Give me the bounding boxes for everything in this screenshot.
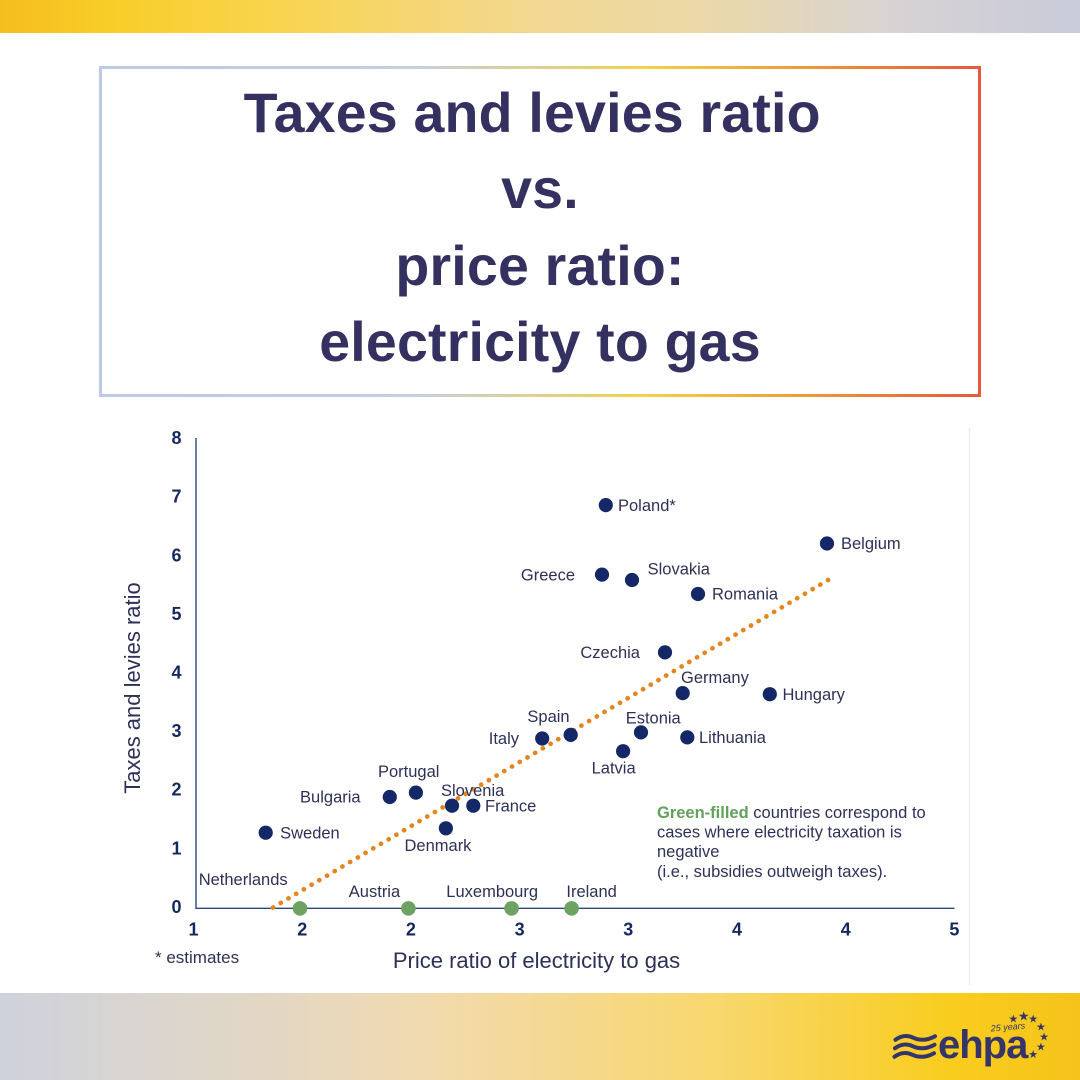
svg-text:5: 5 <box>171 604 181 624</box>
svg-text:6: 6 <box>171 545 181 565</box>
svg-text:Slovenia: Slovenia <box>441 782 505 800</box>
svg-text:Slovakia: Slovakia <box>648 561 711 579</box>
svg-text:3: 3 <box>171 721 181 741</box>
svg-text:Latvia: Latvia <box>592 760 637 778</box>
svg-text:France: France <box>485 797 536 815</box>
svg-text:8: 8 <box>171 428 181 448</box>
svg-text:7: 7 <box>171 487 181 507</box>
svg-text:* estimates: * estimates <box>155 948 239 967</box>
svg-text:Sweden: Sweden <box>280 824 340 842</box>
svg-text:Estonia: Estonia <box>626 710 682 728</box>
svg-text:2: 2 <box>171 780 181 800</box>
svg-text:negative: negative <box>657 843 719 861</box>
svg-text:Bulgaria: Bulgaria <box>300 789 361 807</box>
svg-text:Price ratio of electricity to: Price ratio of electricity to gas <box>393 948 680 973</box>
svg-text:cases where electricity taxati: cases where electricity taxation is <box>657 824 902 842</box>
svg-text:Belgium: Belgium <box>841 535 901 553</box>
svg-text:★: ★ <box>1028 1049 1038 1061</box>
svg-text:2: 2 <box>406 920 416 940</box>
svg-text:1: 1 <box>171 838 181 858</box>
svg-text:★: ★ <box>1028 1014 1038 1026</box>
svg-text:Hungary: Hungary <box>783 686 846 704</box>
svg-text:★: ★ <box>1018 1008 1030 1023</box>
svg-text:Germany: Germany <box>681 669 750 687</box>
svg-text:4: 4 <box>171 663 181 683</box>
svg-text:★: ★ <box>1008 1014 1018 1026</box>
svg-text:Netherlands: Netherlands <box>199 871 288 889</box>
svg-text:Lithuania: Lithuania <box>699 729 767 747</box>
svg-text:Luxembourg: Luxembourg <box>446 883 538 901</box>
svg-text:(i.e., subsidies outweigh taxe: (i.e., subsidies outweigh taxes). <box>657 863 887 881</box>
svg-text:3: 3 <box>623 920 633 940</box>
svg-text:25 years: 25 years <box>989 1020 1026 1033</box>
svg-text:★: ★ <box>1036 1041 1046 1053</box>
svg-text:Austria: Austria <box>349 883 401 901</box>
svg-text:0: 0 <box>171 897 181 917</box>
svg-text:Portugal: Portugal <box>378 763 439 781</box>
svg-text:★: ★ <box>1036 1022 1046 1034</box>
svg-text:Green-filled countries corresp: Green-filled countries correspond to <box>657 804 926 822</box>
svg-text:ehpa: ehpa <box>938 1023 1029 1067</box>
svg-text:★: ★ <box>1039 1031 1049 1043</box>
svg-text:4: 4 <box>841 920 851 940</box>
svg-text:2: 2 <box>297 920 307 940</box>
svg-text:Romania: Romania <box>712 586 779 604</box>
svg-text:1: 1 <box>188 920 198 940</box>
svg-text:Taxes and levies ratio: Taxes and levies ratio <box>120 582 145 794</box>
svg-text:Denmark: Denmark <box>405 837 473 855</box>
svg-text:3: 3 <box>515 920 525 940</box>
svg-text:Italy: Italy <box>489 730 520 748</box>
svg-text:Poland*: Poland* <box>618 497 676 515</box>
svg-text:Czechia: Czechia <box>580 644 640 662</box>
svg-text:Greece: Greece <box>521 566 575 584</box>
svg-text:Spain: Spain <box>527 708 569 726</box>
svg-text:5: 5 <box>949 920 959 940</box>
svg-text:4: 4 <box>732 920 742 940</box>
svg-text:Ireland: Ireland <box>566 883 616 901</box>
